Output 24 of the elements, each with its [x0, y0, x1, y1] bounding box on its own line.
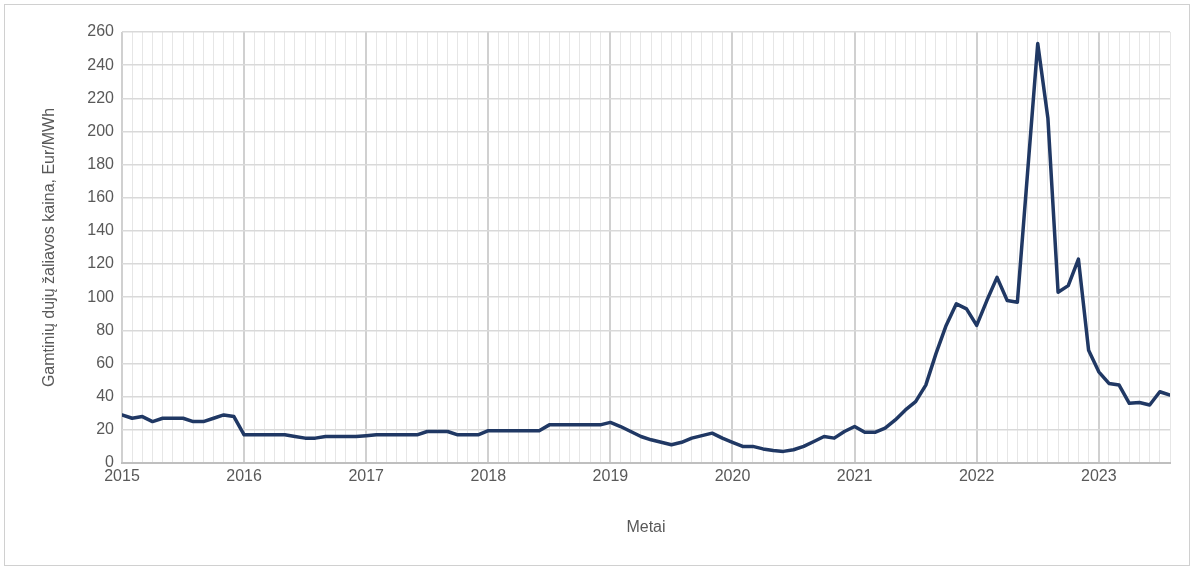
y-tick-label: 20 [96, 420, 115, 438]
x-tick-label: 2019 [592, 467, 629, 485]
y-tick-label: 100 [87, 287, 115, 305]
y-tick-label: 260 [87, 22, 115, 40]
x-tick-label: 2021 [836, 467, 873, 485]
x-tick-label: 2017 [348, 467, 385, 485]
x-tick-label: 2018 [470, 467, 507, 485]
y-tick-label: 240 [87, 55, 115, 73]
y-tick-label: 140 [87, 221, 115, 239]
y-tick-label: 60 [96, 353, 115, 371]
x-tick-label: 2016 [226, 467, 262, 485]
x-axis-title: Metai [626, 517, 666, 535]
x-tick-label: 2015 [104, 467, 140, 485]
y-tick-label: 200 [87, 121, 115, 139]
x-tick-label: 2022 [958, 467, 995, 485]
y-tick-label: 180 [87, 155, 115, 173]
y-axis-title: Gamtinių dujų žaliavos kaina, Eur/MWh [40, 107, 58, 388]
y-tick-label: 120 [87, 254, 115, 272]
y-tick-label: 80 [96, 320, 115, 338]
y-tick-label: 160 [87, 188, 115, 206]
y-tick-label: 220 [87, 88, 115, 106]
x-tick-label: 2023 [1080, 467, 1117, 485]
y-tick-label: 40 [96, 387, 115, 405]
x-tick-label: 2020 [714, 467, 751, 485]
